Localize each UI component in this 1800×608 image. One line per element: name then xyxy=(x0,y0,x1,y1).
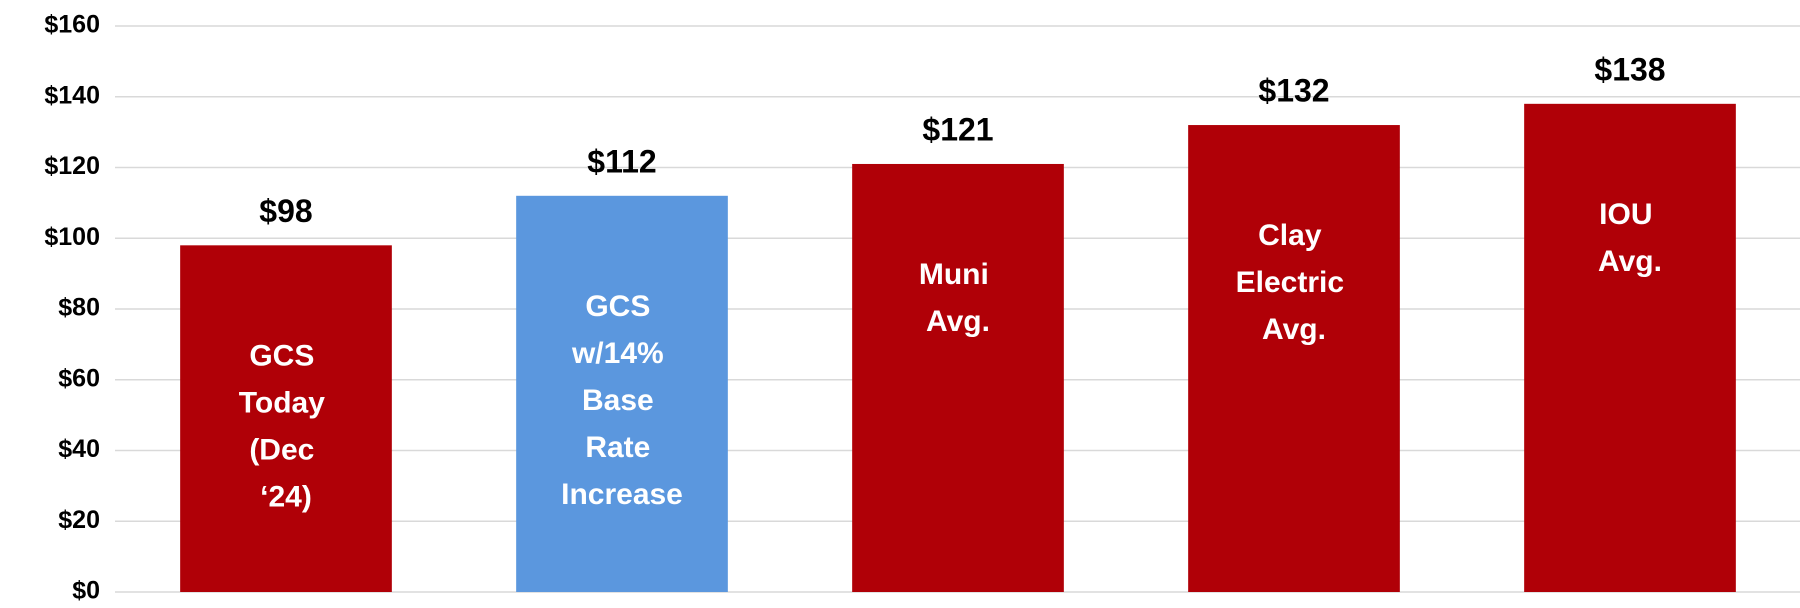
value-label: $112 xyxy=(587,143,656,179)
y-tick-label: $60 xyxy=(58,364,100,392)
category-label: Clay Electric Avg. xyxy=(1236,219,1353,346)
value-label: $121 xyxy=(922,111,993,147)
category-line: Avg. xyxy=(1262,313,1326,346)
bar xyxy=(852,163,1064,592)
y-tick-label: $40 xyxy=(58,435,100,463)
category-label: GCS w/14% Base Rate Increase xyxy=(561,290,683,511)
y-tick-label: $160 xyxy=(44,11,100,39)
bar xyxy=(1188,125,1400,593)
bar xyxy=(1524,103,1736,592)
category-line: Increase xyxy=(561,478,683,511)
category-line: ‘24) xyxy=(260,480,312,513)
category-line: Avg. xyxy=(926,305,990,338)
category-line: Muni xyxy=(919,258,997,291)
category-label: Muni Avg. xyxy=(919,258,997,338)
y-tick-label: $20 xyxy=(58,506,100,534)
y-tick-label: $80 xyxy=(58,294,100,322)
y-tick-label: $120 xyxy=(44,152,100,180)
category-line: (Dec xyxy=(249,433,322,466)
category-line: GCS xyxy=(585,290,658,323)
category-line: Base xyxy=(582,384,662,417)
category-label: IOU Avg. xyxy=(1598,198,1662,278)
category-line: IOU xyxy=(1599,198,1661,231)
bar xyxy=(516,195,728,593)
y-tick-label: $140 xyxy=(44,81,100,109)
category-line: GCS xyxy=(249,339,322,372)
bar xyxy=(180,245,392,592)
category-line: Today xyxy=(239,386,333,419)
y-tick-label: $100 xyxy=(44,223,100,251)
value-label: $138 xyxy=(1594,51,1665,87)
category-label: GCS Today (Dec ‘24) xyxy=(239,339,333,513)
category-line: Electric xyxy=(1236,266,1353,299)
category-line: Rate xyxy=(585,431,658,464)
category-line: w/14% xyxy=(571,337,672,370)
category-line: Clay xyxy=(1258,219,1330,252)
y-tick-label: $0 xyxy=(72,577,100,605)
value-label: $98 xyxy=(259,193,312,229)
value-label: $132 xyxy=(1258,73,1329,109)
category-line: Avg. xyxy=(1598,245,1662,278)
